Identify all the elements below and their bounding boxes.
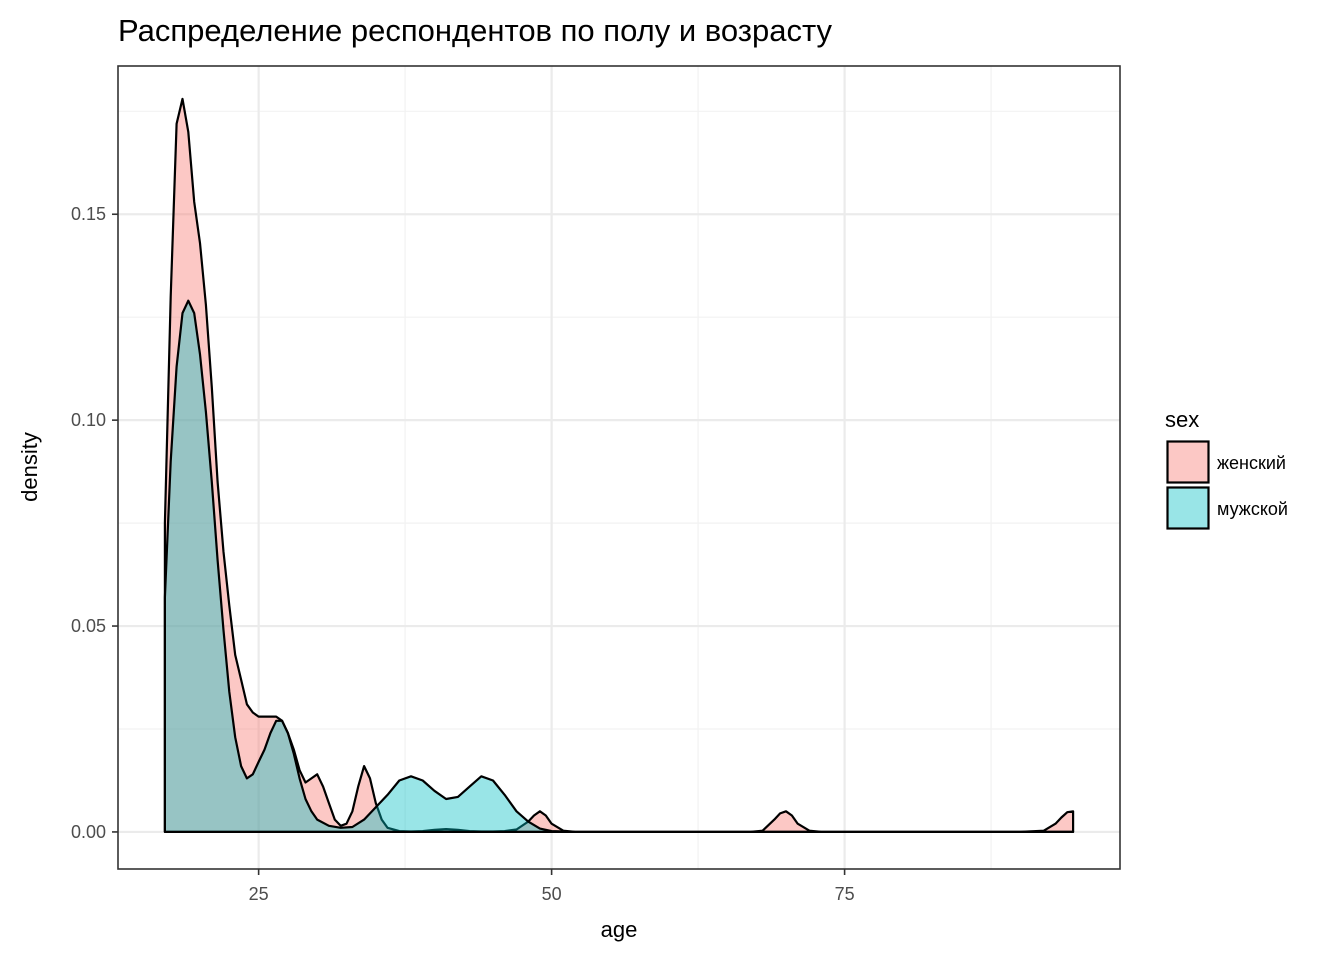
x-axis-title: age <box>601 917 638 942</box>
density-area-2 <box>163 299 1075 833</box>
legend-title: sex <box>1165 407 1199 432</box>
y-axis-title: density <box>17 432 42 502</box>
y-tick-label: 0.05 <box>71 616 106 636</box>
plot-border <box>117 65 1121 870</box>
legend-label: женский <box>1217 453 1286 473</box>
legend-key <box>1166 440 1210 484</box>
density-areas <box>163 97 1075 833</box>
plot-panel <box>118 66 1120 869</box>
y-tick-label: 0.10 <box>71 410 106 430</box>
y-tick-label: 0.00 <box>71 822 106 842</box>
x-axis: 25 50 75 <box>249 869 855 904</box>
density-area-1 <box>163 97 1075 833</box>
legend-label: мужской <box>1217 499 1288 519</box>
legend-key <box>1166 486 1210 530</box>
legend-key-bg <box>1167 441 1209 483</box>
y-axis: 0.00 0.05 0.10 0.15 <box>71 204 118 842</box>
x-tick-label: 75 <box>835 884 855 904</box>
legend: sex женский мужской <box>1165 407 1288 530</box>
y-tick-label: 0.15 <box>71 204 106 224</box>
x-tick-label: 25 <box>249 884 269 904</box>
x-tick-label: 50 <box>542 884 562 904</box>
legend-key-bg <box>1167 487 1209 529</box>
chart-title: Распределение респондентов по полу и воз… <box>118 13 833 48</box>
